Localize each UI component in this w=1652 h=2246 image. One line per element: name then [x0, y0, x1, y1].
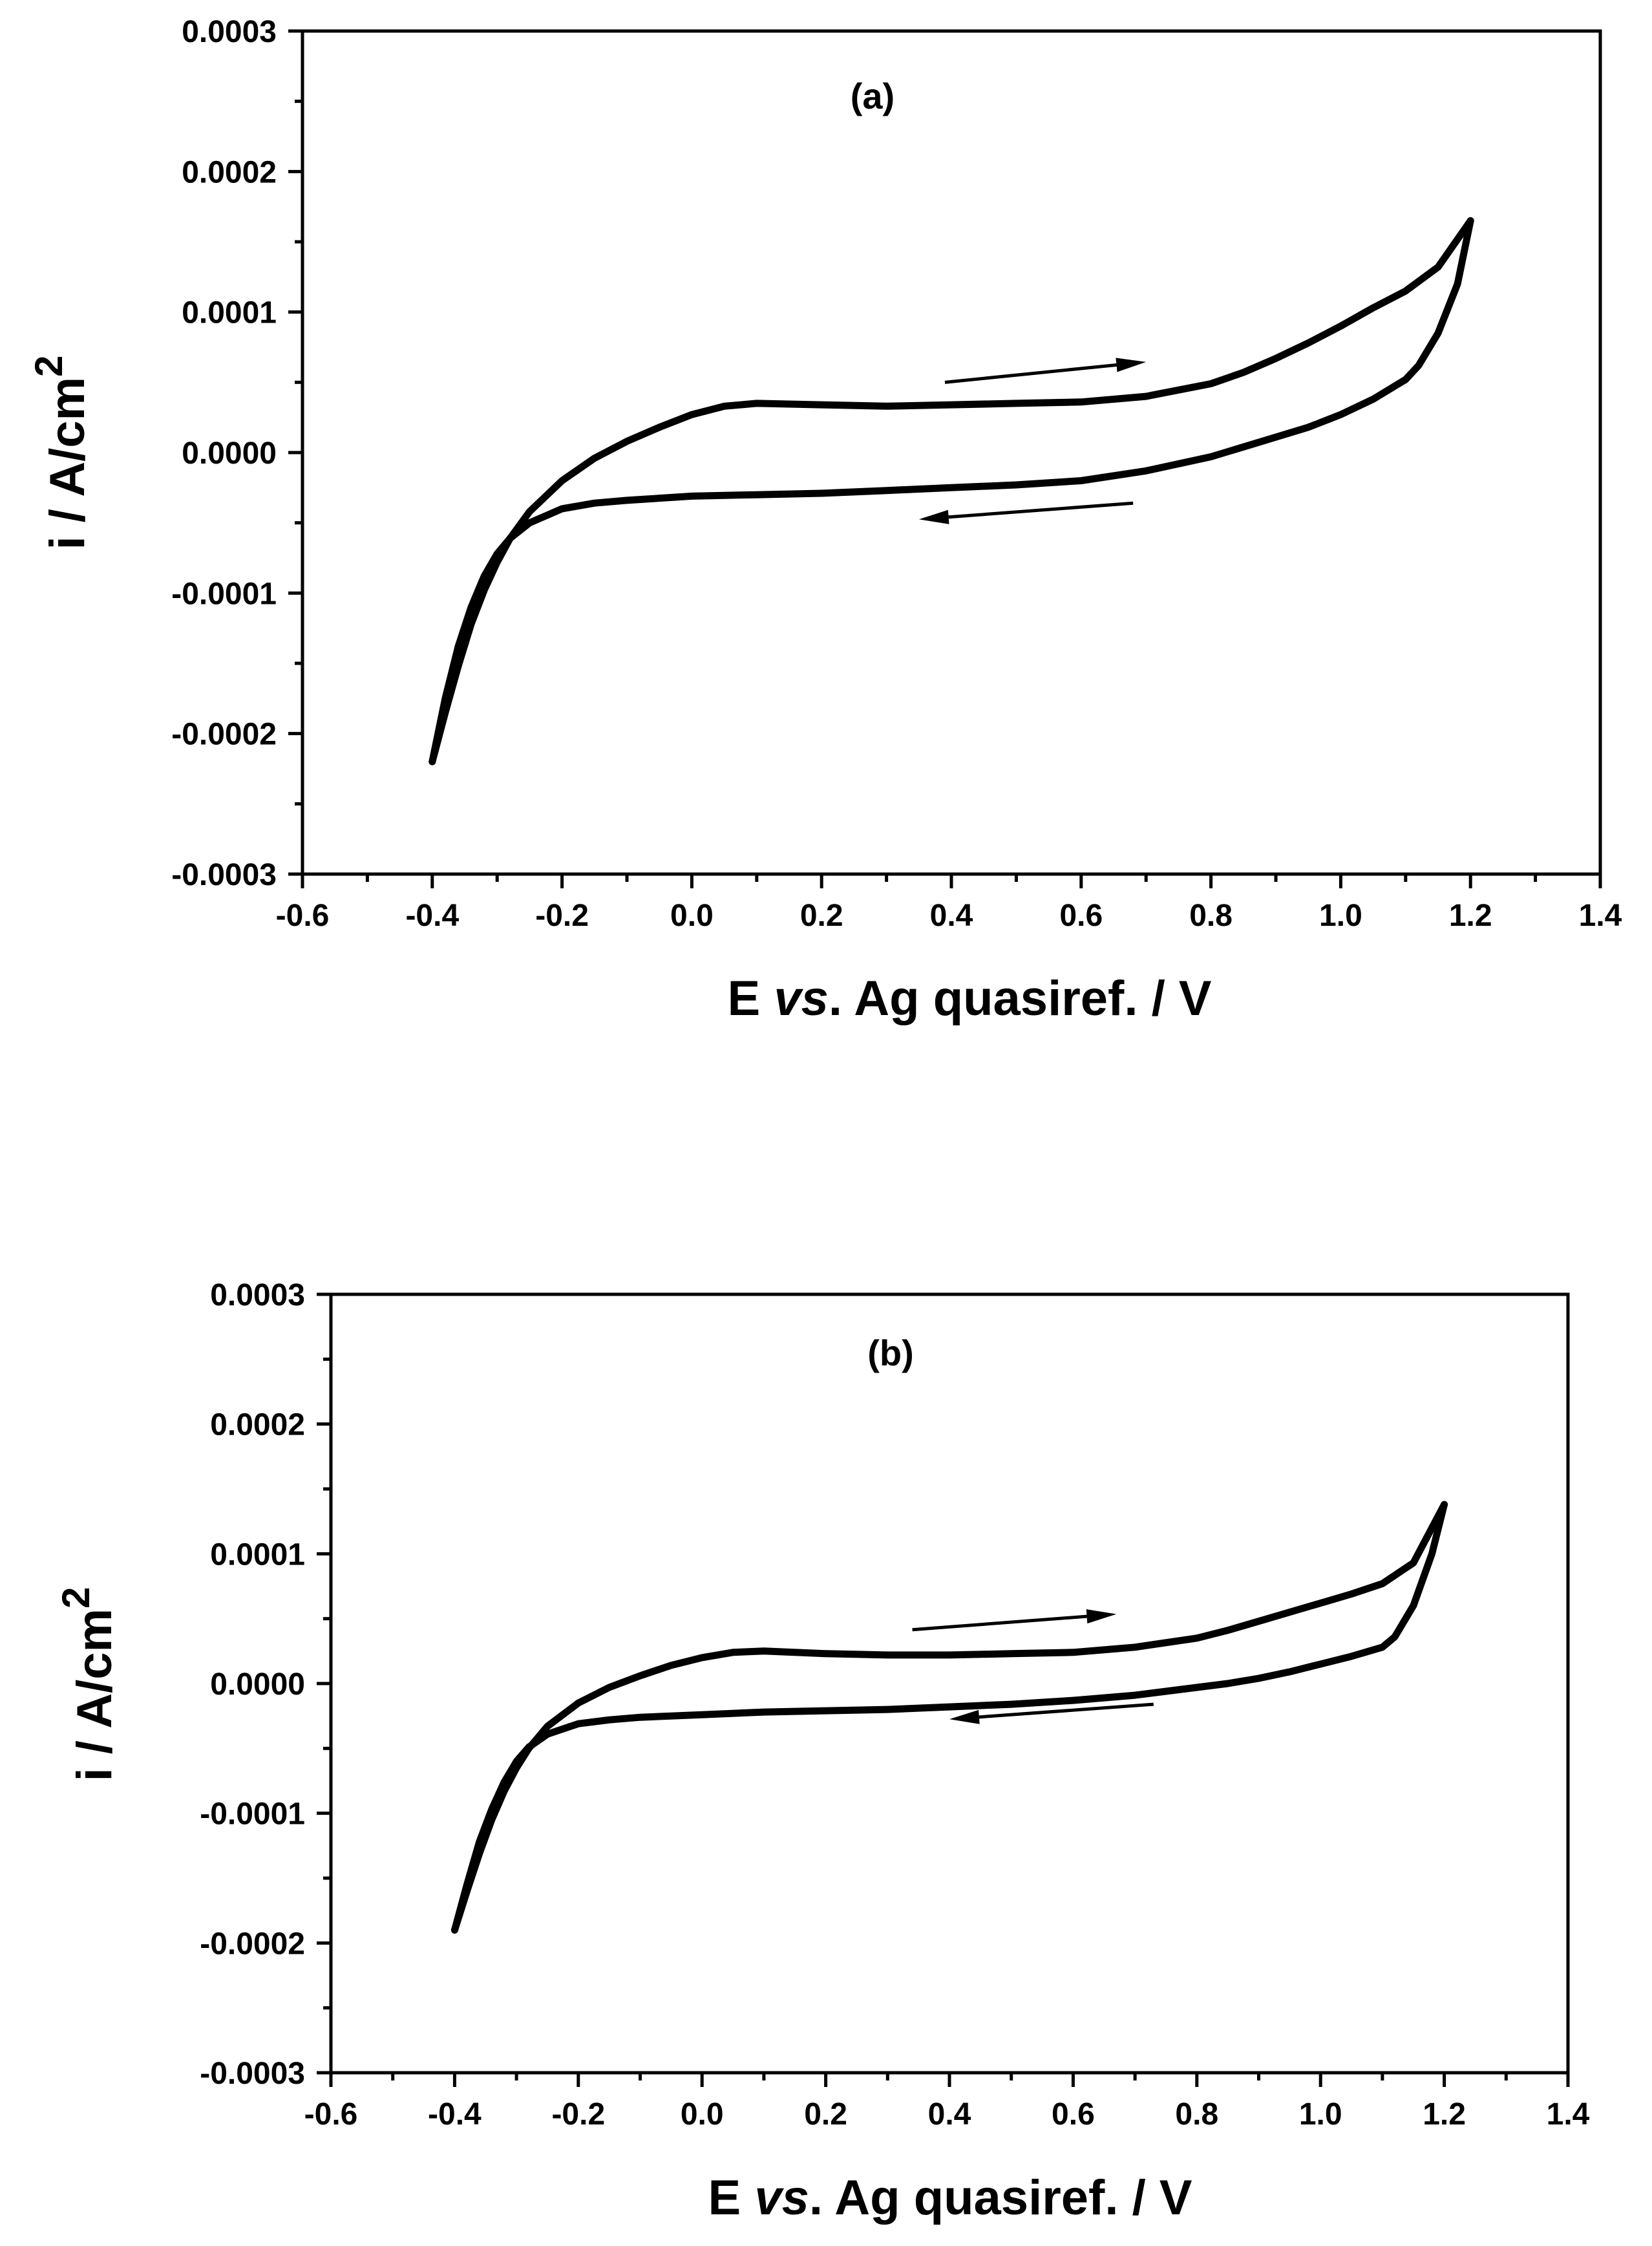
panel-label-b: (b) — [867, 1332, 914, 1373]
y-tick-label: 0.0003 — [182, 15, 277, 49]
x-tick-label: 1.2 — [1423, 2097, 1466, 2132]
x-tick-label: 0.2 — [800, 899, 843, 933]
x-tick-label: 0.6 — [1059, 899, 1103, 933]
plot-frame-a — [301, 29, 1602, 876]
y-tick-label: -0.0001 — [171, 577, 277, 611]
reverse-arrow-head — [949, 1709, 980, 1724]
anodic-sweep-curve — [429, 217, 1474, 765]
x-tick-label: -0.4 — [428, 2097, 482, 2132]
x-tick-label: 1.2 — [1449, 899, 1492, 933]
x-tick-label: 0.4 — [930, 899, 973, 933]
x-tick-label: 1.4 — [1579, 899, 1622, 933]
forward-arrow-shaft — [944, 363, 1117, 384]
cathodic-sweep-curve — [429, 217, 1474, 765]
panel-label-a: (a) — [851, 76, 895, 116]
forward-arrow-head — [1086, 1609, 1117, 1624]
x-axis-a: -0.6 -0.4 -0.2 0.0 0.2 0.4 0.6 0.8 1.0 1.2 1.4 — [276, 874, 1622, 933]
x-axis-title-b: E vs. Ag quasiref. / V — [708, 2170, 1192, 2225]
y-tick-label: 0.0002 — [182, 155, 277, 189]
y-axis-a: -0.0003 -0.0002 -0.0001 0.0000 0.0001 0.0002 0… — [171, 15, 302, 892]
forward-arrow-head — [1116, 358, 1147, 372]
x-tick-label: -0.4 — [405, 899, 459, 933]
x-axis-b: -0.6 -0.4 -0.2 0.0 0.2 0.4 0.6 0.8 1.0 1.2 1.4 — [304, 2073, 1590, 2132]
y-axis-title-a: i / A/cm2 — [27, 356, 95, 550]
x-tick-label: 0.0 — [670, 899, 714, 933]
x-tick-label: 0.0 — [681, 2097, 724, 2132]
y-tick-label: 0.0001 — [182, 296, 277, 330]
sweep-arrows-b — [912, 1609, 1154, 1724]
chart-panel-b: -0.6 -0.4 -0.2 0.0 0.2 0.4 0.6 0.8 1.0 1.2 1.4 -0.… — [54, 1278, 1590, 2225]
cathodic-sweep-curve — [450, 1501, 1448, 1934]
y-axis-title-b: i / A/cm2 — [54, 1587, 122, 1782]
x-tick-label: -0.2 — [551, 2097, 605, 2132]
y-tick-label: -0.0003 — [171, 858, 277, 892]
y-tick-label: 0.0002 — [210, 1408, 305, 1442]
y-tick-label: 0.0000 — [210, 1667, 305, 1702]
reverse-arrow-head — [918, 509, 949, 524]
forward-arrow-shaft — [912, 1614, 1087, 1632]
x-tick-label: 1.0 — [1299, 2097, 1342, 2132]
x-tick-label: 0.4 — [928, 2097, 971, 2132]
y-tick-label: -0.0001 — [200, 1797, 305, 1832]
chart-panel-a: -0.6 -0.4 -0.2 0.0 0.2 0.4 0.6 0.8 1.0 1.2 1.4 -0.… — [27, 15, 1622, 1026]
x-tick-label: -0.2 — [535, 899, 589, 933]
x-tick-label: 0.8 — [1189, 899, 1233, 933]
y-axis-b: -0.0003 -0.0002 -0.0001 0.0000 0.0001 0.0002 0… — [200, 1278, 331, 2091]
x-tick-label: 0.2 — [804, 2097, 847, 2132]
y-tick-label: 0.0001 — [210, 1537, 305, 1572]
y-tick-label: -0.0002 — [200, 1927, 305, 1961]
x-tick-label: 1.0 — [1319, 899, 1362, 933]
x-axis-title-a: E vs. Ag quasiref. / V — [728, 971, 1212, 1026]
x-tick-label: 0.8 — [1175, 2097, 1218, 2132]
x-tick-label: 1.4 — [1547, 2097, 1590, 2132]
curves-a — [429, 217, 1474, 765]
y-tick-label: -0.0002 — [171, 718, 277, 752]
y-tick-label: 0.0003 — [210, 1278, 305, 1312]
sweep-arrows-a — [918, 358, 1147, 524]
y-tick-label: -0.0003 — [200, 2057, 305, 2091]
curves-b — [450, 1501, 1448, 1934]
reverse-arrow-shaft — [979, 1702, 1154, 1719]
x-tick-label: -0.6 — [304, 2097, 358, 2132]
plot-frame-b — [329, 1292, 1570, 2075]
reverse-arrow-shaft — [948, 501, 1134, 519]
y-tick-label: 0.0000 — [182, 436, 277, 471]
x-tick-label: -0.6 — [276, 899, 330, 933]
x-tick-label: 0.6 — [1052, 2097, 1095, 2132]
